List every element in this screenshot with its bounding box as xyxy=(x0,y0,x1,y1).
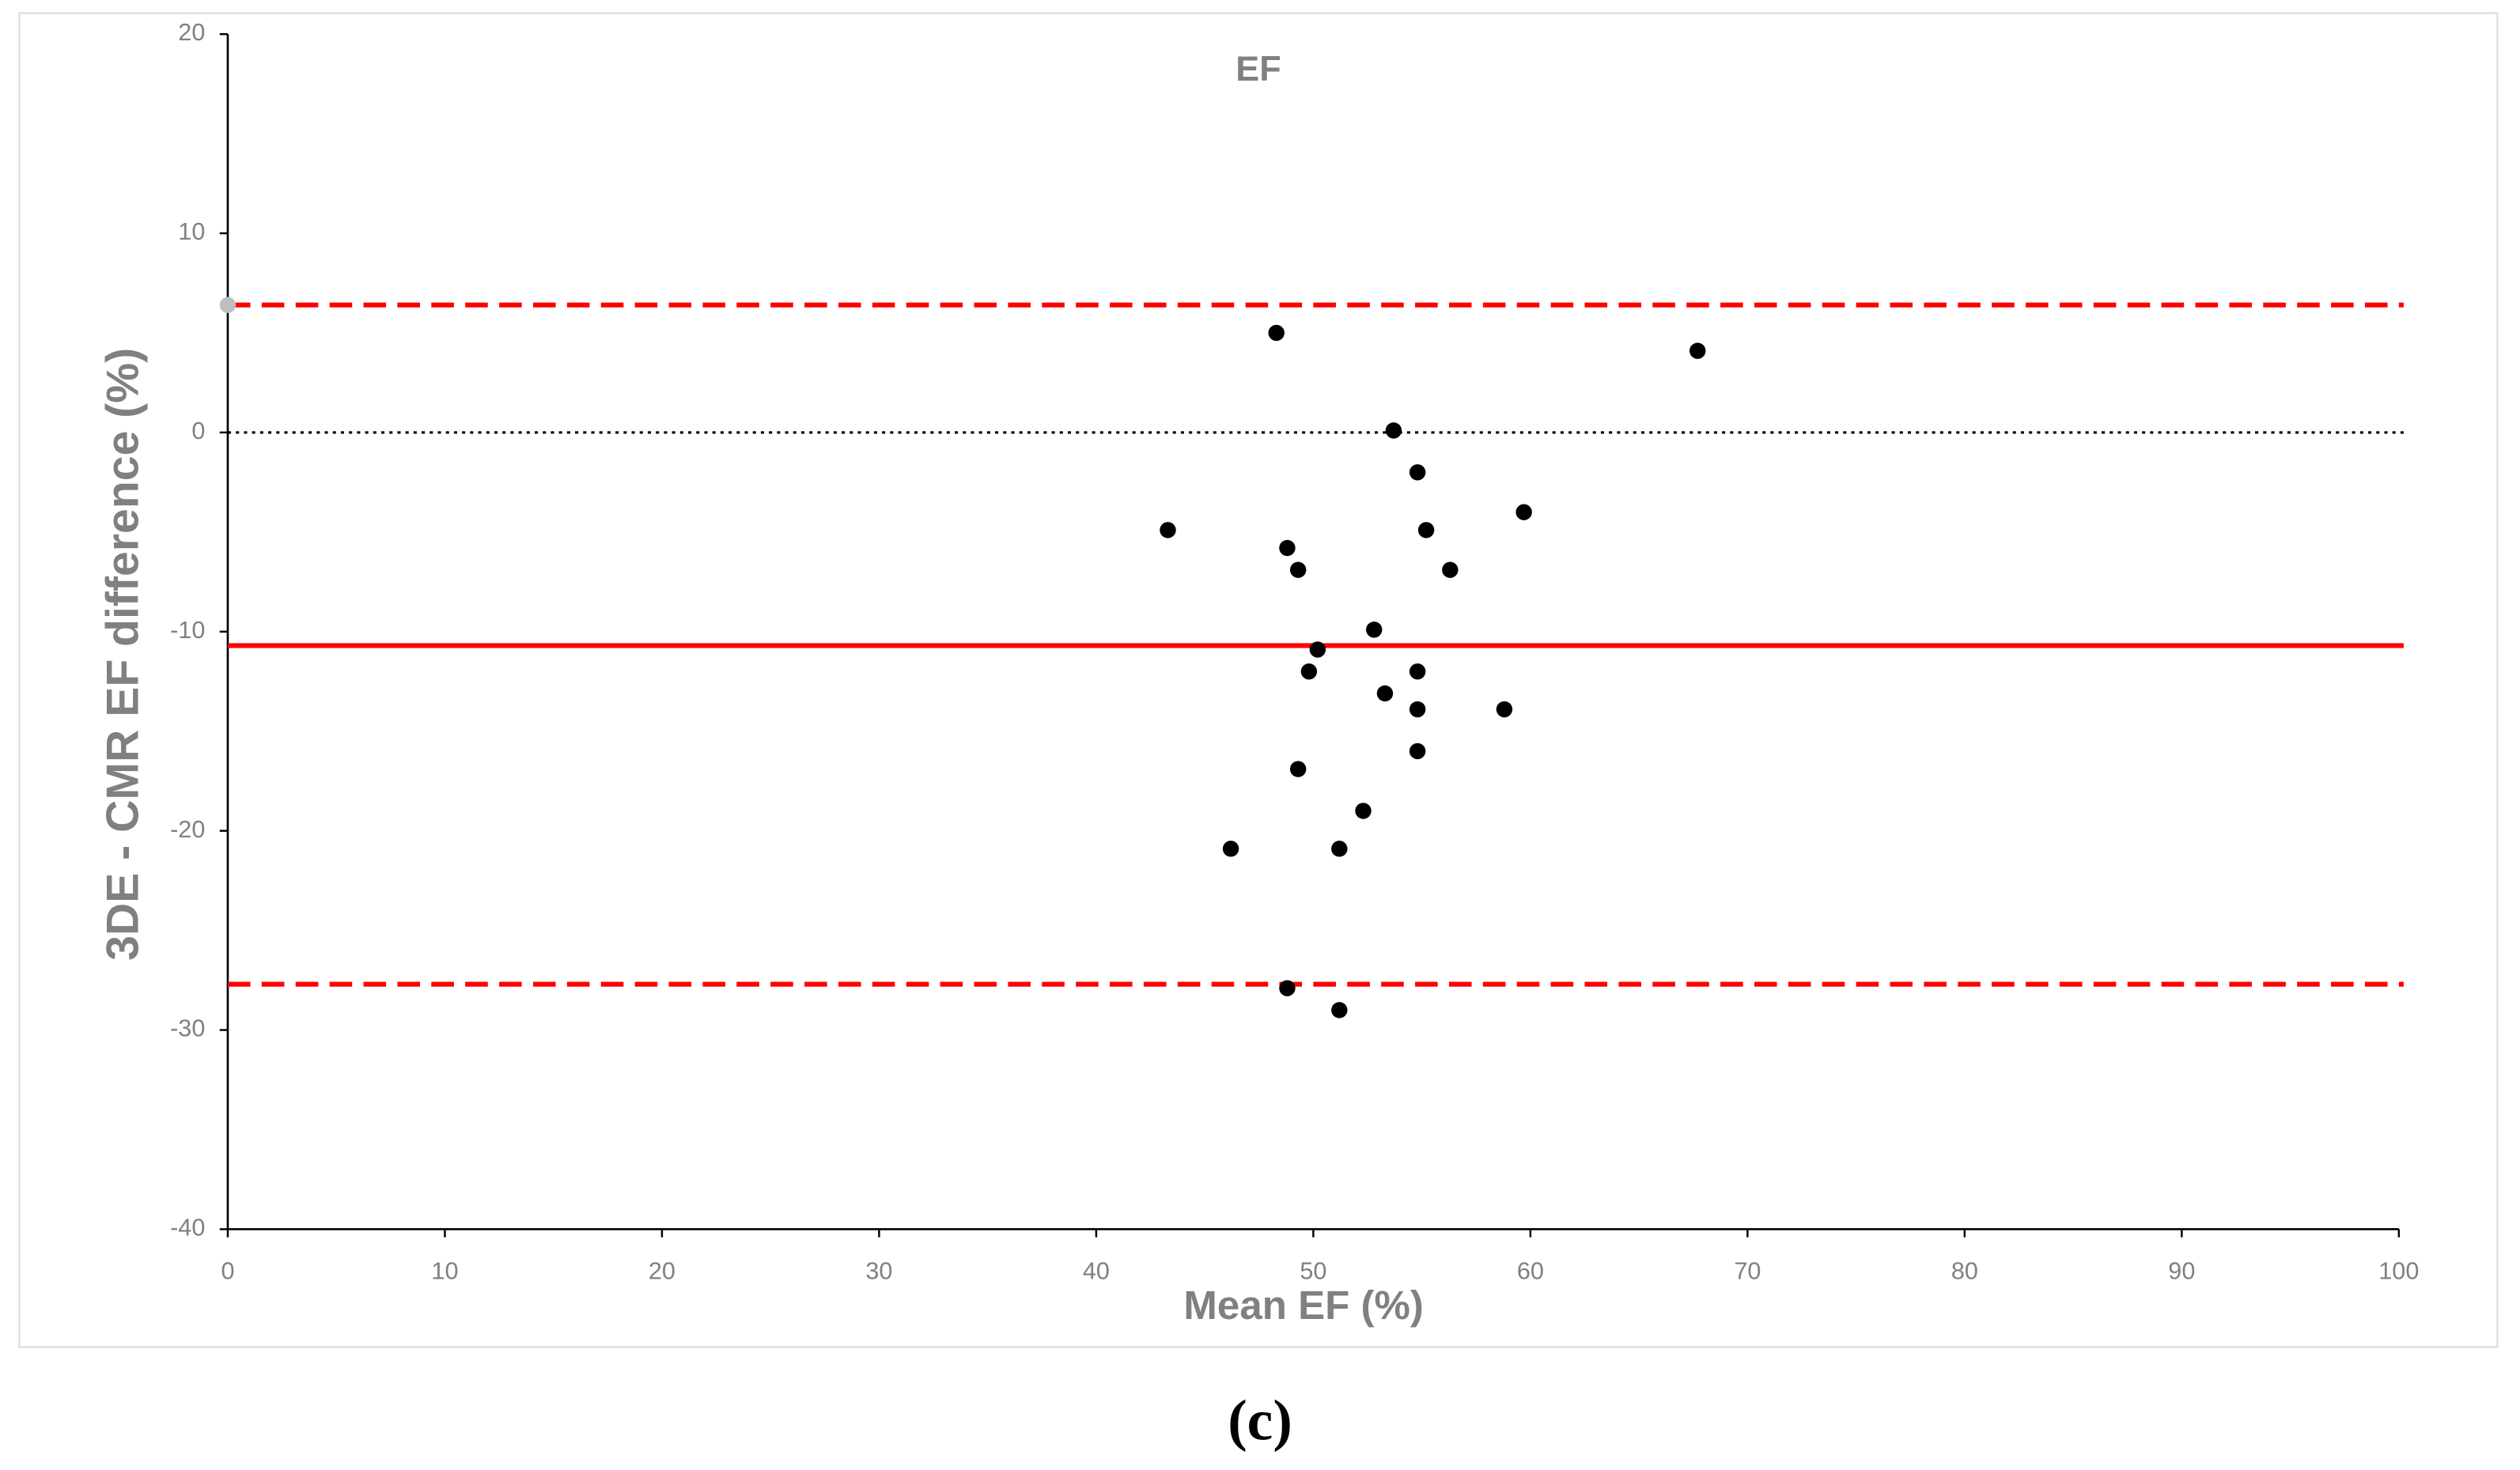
point xyxy=(1309,641,1326,658)
chart-frame xyxy=(18,12,2499,1348)
point xyxy=(1331,1002,1348,1018)
x-tick-label: 80 xyxy=(1951,1258,1978,1285)
point xyxy=(1385,422,1402,439)
x-axis-label: Mean EF (%) xyxy=(1183,1283,1423,1328)
y-tick-label: -10 xyxy=(170,617,205,644)
point xyxy=(1268,324,1285,342)
point xyxy=(1279,980,1296,996)
y-tick-label: -20 xyxy=(170,816,205,843)
y-axis-label: 3DE - CMR EF difference (%) xyxy=(97,348,148,961)
point xyxy=(1409,701,1426,718)
point xyxy=(1409,464,1426,481)
caption: (c) xyxy=(1228,1387,1292,1452)
y-tick-label: 20 xyxy=(178,19,205,46)
x-tick-label: 40 xyxy=(1083,1258,1110,1285)
point xyxy=(1689,342,1706,359)
point xyxy=(1442,561,1459,578)
point xyxy=(1279,539,1296,557)
point xyxy=(1289,761,1307,777)
point xyxy=(1289,561,1307,578)
x-tick-label: 30 xyxy=(865,1258,892,1285)
point xyxy=(1515,504,1532,520)
point xyxy=(1417,522,1435,538)
point xyxy=(1366,622,1383,638)
point xyxy=(219,297,236,313)
x-tick-label: 20 xyxy=(649,1258,675,1285)
point xyxy=(1331,841,1348,857)
x-tick-label: 100 xyxy=(2378,1258,2419,1285)
point xyxy=(1300,663,1318,680)
x-tick-label: 60 xyxy=(1517,1258,1544,1285)
point xyxy=(1496,701,1513,718)
point xyxy=(1409,663,1426,680)
point xyxy=(1355,803,1372,819)
y-tick-label: 10 xyxy=(178,218,205,245)
x-tick-label: 90 xyxy=(2168,1258,2195,1285)
x-tick-label: 50 xyxy=(1300,1258,1326,1285)
point xyxy=(1222,841,1239,857)
chart-title: EF xyxy=(1235,48,1281,89)
y-tick-label: -40 xyxy=(170,1215,205,1241)
point xyxy=(1160,522,1176,538)
y-tick-label: -30 xyxy=(170,1015,205,1042)
point xyxy=(1376,685,1394,702)
x-tick-label: 0 xyxy=(221,1258,234,1285)
point xyxy=(1409,743,1426,760)
y-tick-label: 0 xyxy=(191,418,205,444)
x-tick-label: 10 xyxy=(431,1258,458,1285)
x-tick-label: 70 xyxy=(1734,1258,1761,1285)
